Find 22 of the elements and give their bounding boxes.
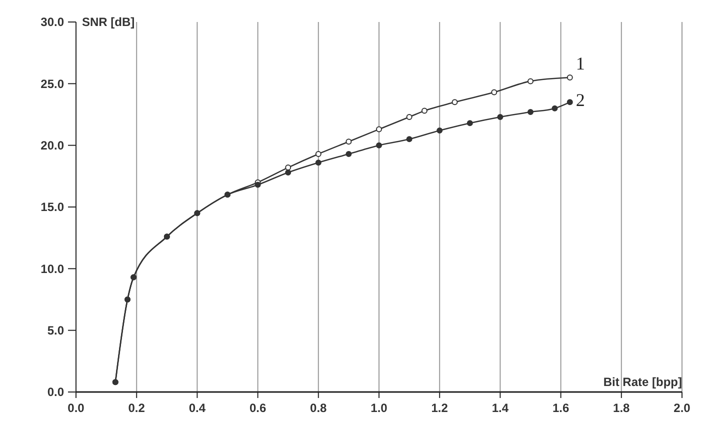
y-tick-label: 20.0	[40, 138, 64, 153]
y-tick-label: 15.0	[40, 200, 64, 214]
x-tick-label: 2.0	[674, 401, 691, 415]
x-tick-label: 1.0	[370, 401, 388, 415]
x-tick-label: 1.4	[492, 401, 509, 415]
y-tick-label: 25.0	[40, 76, 64, 91]
x-axis-title: Bit Rate [bpp]	[603, 375, 682, 389]
y-tick-label: 30.0	[40, 15, 64, 30]
x-tick-label: 0.2	[128, 401, 146, 415]
y-axis-title: SNR [dB]	[82, 15, 135, 29]
x-tick-label: 0.8	[310, 401, 328, 415]
x-tick-label: 1.2	[431, 401, 448, 415]
y-tick-label: 0.0	[47, 385, 64, 400]
x-tick-label: 1.8	[613, 401, 630, 415]
x-tick-label: 0.4	[188, 401, 206, 415]
x-tick-label: 0.0	[68, 401, 85, 415]
y-tick-label: 5.0	[47, 324, 64, 338]
x-tick-label: 0.6	[249, 401, 266, 415]
x-tick-label: 1.6	[552, 401, 570, 415]
annotation: 1	[576, 54, 585, 74]
y-tick-label: 10.0	[40, 262, 64, 276]
annotation: 2	[576, 90, 585, 110]
